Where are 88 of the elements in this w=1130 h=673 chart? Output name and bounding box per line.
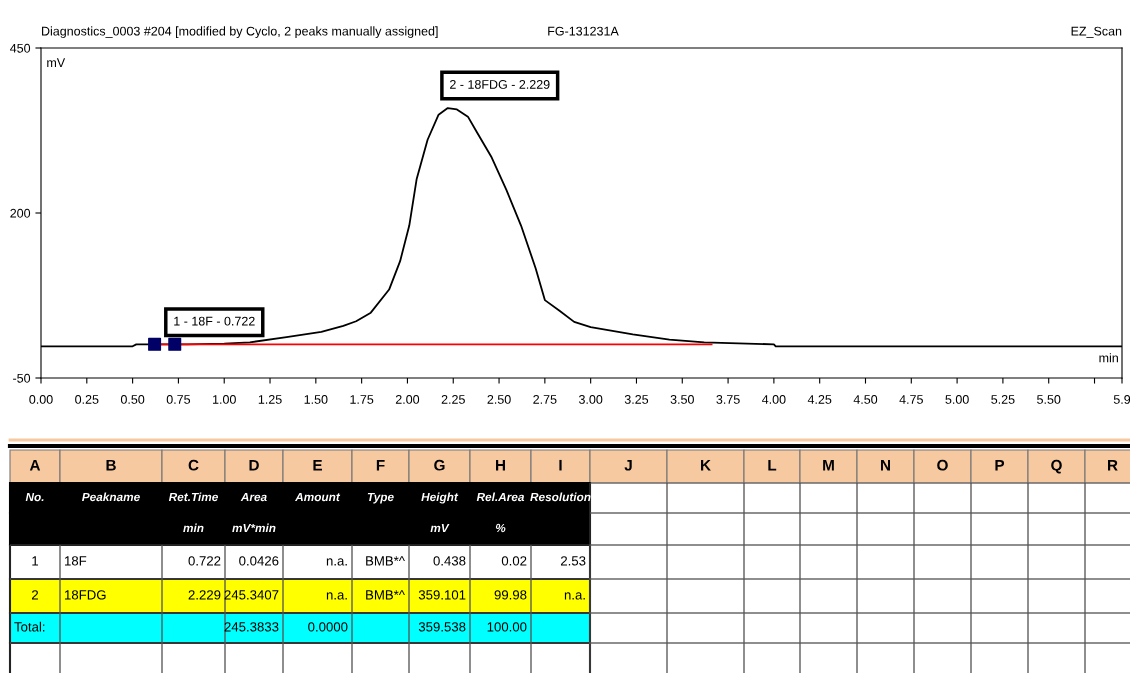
text: min [183, 523, 204, 533]
text: EZ_Scan [1071, 26, 1122, 38]
text: 245.3407 [224, 590, 279, 600]
category-label: D [249, 459, 259, 471]
x-tick-label: 5.00 [945, 395, 969, 404]
x-tick-label: 5.9 [1113, 395, 1130, 404]
text: Amount [294, 492, 341, 502]
y-tick-label: 200 [10, 208, 31, 218]
category-label: O [937, 459, 948, 471]
y-axis-title: mV [47, 58, 66, 67]
text: 18F [65, 556, 87, 566]
text: Ret.Time [168, 492, 218, 502]
text: 0.0426 [239, 556, 279, 566]
text: Total: [14, 621, 45, 632]
text: BMB*^ [366, 556, 405, 566]
y-tick-label: 450 [10, 43, 31, 53]
x-tick-label: 0.00 [29, 395, 53, 404]
text: 99.98 [494, 590, 527, 600]
text: 100.00 [487, 622, 527, 632]
category-label: A [29, 459, 41, 471]
x-tick-label: 1.25 [258, 395, 282, 404]
text: 1 [32, 556, 39, 566]
chart-title: Diagnostics_0003 #204 [modified by Cyclo, 2 peaks manually assigned] [42, 26, 438, 38]
x-tick-label: 4.00 [762, 395, 786, 404]
chart-subtitle: FG-131231A [548, 26, 619, 36]
text: 2.229 [188, 590, 221, 600]
category-label: P [995, 459, 1005, 471]
x-tick-label: 5.25 [991, 395, 1015, 404]
x-tick-label: 0.25 [75, 395, 99, 404]
text: n.a. [564, 592, 585, 600]
text: n.a. [326, 558, 347, 566]
text: Resolution [530, 492, 591, 502]
x-tick-label: 2.50 [487, 395, 511, 404]
category-label: G [434, 459, 445, 471]
x-tick-label: 4.25 [807, 395, 832, 404]
text: 0.02 [501, 556, 527, 566]
text: 2.53 [560, 556, 586, 566]
text: BMB*^ [366, 590, 405, 600]
category-label: K [701, 459, 711, 471]
text: Type [367, 492, 394, 504]
category-label: M [823, 459, 834, 471]
x-tick-label: 2.25 [441, 395, 465, 404]
x-tick-label: 1.00 [213, 395, 236, 404]
category-label: E [313, 459, 322, 471]
x-tick-label: 3.00 [578, 395, 603, 404]
category-label: F [376, 459, 385, 471]
text: 0.722 [188, 556, 221, 566]
category-label: I [559, 459, 562, 471]
text: 359.101 [418, 590, 466, 600]
x-tick-label: 1.50 [304, 395, 328, 404]
x-tick-label: 0.75 [166, 395, 191, 404]
annotation: 1 - 18F - 0.722 [174, 316, 255, 326]
text: 359.538 [418, 622, 466, 632]
category-label: H [496, 459, 505, 471]
category-label: L [768, 459, 777, 471]
text: 245.3833 [224, 622, 279, 632]
text: No. [25, 492, 44, 502]
text: 18FDG [65, 590, 106, 600]
text: n.a. [326, 592, 347, 600]
x-tick-label: 3.25 [624, 395, 649, 404]
text: mV [430, 523, 450, 533]
text: 0.438 [433, 556, 466, 566]
category-label: Q [1051, 459, 1062, 474]
x-tick-label: 4.50 [853, 395, 878, 404]
text: 0.0000 [308, 622, 348, 632]
category-label: R [1108, 459, 1118, 471]
x-tick-label: 1.75 [350, 395, 374, 404]
text: mV*min [232, 523, 276, 533]
x-tick-label: 3.50 [670, 395, 694, 404]
x-axis-title: min [1099, 353, 1118, 363]
text: Rel.Area [476, 492, 525, 502]
x-tick-label: 0.50 [120, 395, 145, 404]
x-tick-label: 2.75 [533, 395, 557, 404]
text: % [495, 523, 506, 533]
text: Peakname [82, 492, 140, 502]
x-tick-label: 2.00 [395, 395, 420, 404]
annotation: 2 - 18FDG - 2.229 [450, 80, 550, 89]
category-label: N [881, 459, 890, 471]
text: Height [421, 492, 459, 504]
text: 2 [32, 590, 39, 600]
x-tick-label: 5.50 [1037, 395, 1061, 404]
category-label: J [624, 459, 632, 471]
category-label: C [188, 459, 199, 471]
x-tick-label: 3.75 [716, 395, 740, 404]
x-tick-label: 4.75 [899, 395, 923, 404]
text: Area [240, 492, 267, 502]
y-tick-label: -50 [13, 373, 31, 383]
category-label: B [106, 459, 116, 471]
